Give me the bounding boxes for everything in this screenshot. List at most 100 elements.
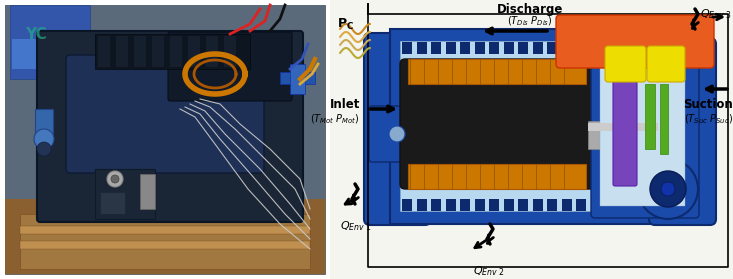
Circle shape [638, 159, 698, 219]
FancyBboxPatch shape [556, 15, 714, 68]
Circle shape [111, 175, 119, 183]
Bar [290, 64, 305, 94]
Bar [518, 42, 528, 54]
Bar [152, 36, 164, 67]
Bar [547, 42, 557, 54]
Bar [518, 199, 528, 211]
Circle shape [37, 142, 51, 156]
Circle shape [661, 182, 675, 196]
Circle shape [34, 129, 54, 149]
Text: $Q_{Env\ 2}$: $Q_{Env\ 2}$ [473, 264, 505, 278]
FancyBboxPatch shape [364, 33, 431, 225]
Text: $(T_{Suc}\ P_{Suc})$: $(T_{Suc}\ P_{Suc})$ [684, 112, 733, 126]
Bar [5, 5, 325, 199]
Bar [504, 42, 514, 54]
Bar [532, 42, 542, 54]
Bar [460, 42, 470, 54]
Bar [116, 36, 128, 67]
Bar [20, 241, 310, 249]
Bar [10, 5, 90, 79]
Bar [649, 42, 658, 54]
Bar [605, 42, 615, 54]
Bar [95, 34, 250, 69]
Bar [280, 72, 315, 84]
FancyBboxPatch shape [408, 59, 586, 84]
Bar [134, 36, 146, 67]
FancyBboxPatch shape [400, 59, 595, 189]
Bar [402, 42, 412, 54]
Bar [431, 199, 441, 211]
Bar [634, 199, 644, 211]
FancyBboxPatch shape [66, 55, 264, 173]
Text: $(T_{Dis}\ P_{Dis})$: $(T_{Dis}\ P_{Dis})$ [507, 14, 553, 28]
Text: $Q_{Env\ 1}$: $Q_{Env\ 1}$ [340, 219, 372, 233]
Text: $Q_{Env\ 3}$: $Q_{Env\ 3}$ [700, 7, 732, 21]
FancyBboxPatch shape [408, 164, 586, 189]
Bar [489, 42, 499, 54]
Bar [5, 5, 325, 274]
Bar [645, 84, 655, 149]
Circle shape [650, 171, 686, 207]
FancyBboxPatch shape [649, 38, 716, 225]
Bar [489, 199, 499, 211]
Bar [634, 42, 644, 54]
Bar [98, 36, 110, 67]
Bar [446, 42, 455, 54]
Circle shape [389, 126, 405, 142]
Text: Suction: Suction [683, 97, 733, 110]
Bar [390, 29, 675, 224]
FancyBboxPatch shape [591, 30, 699, 218]
Bar [591, 199, 600, 211]
Text: $\mathbf{P_C}$: $\mathbf{P_C}$ [337, 17, 354, 32]
Bar [588, 121, 658, 149]
Bar [591, 42, 600, 54]
Bar [446, 199, 455, 211]
Bar [95, 169, 155, 219]
Bar [170, 36, 182, 67]
Bar [20, 214, 310, 269]
Bar [504, 199, 514, 211]
Bar [576, 199, 586, 211]
Bar [400, 41, 660, 211]
Bar [416, 199, 427, 211]
Bar [100, 192, 125, 214]
Bar [619, 42, 630, 54]
Text: YC: YC [25, 27, 47, 42]
Bar [532, 199, 542, 211]
Bar [402, 199, 412, 211]
Bar [188, 36, 200, 67]
Circle shape [107, 171, 123, 187]
Bar [35, 109, 53, 139]
Bar [206, 36, 218, 67]
Text: $(T_{Mot}\ P_{Mot})$: $(T_{Mot}\ P_{Mot})$ [310, 112, 360, 126]
FancyBboxPatch shape [613, 77, 637, 186]
Bar [561, 42, 572, 54]
FancyBboxPatch shape [605, 46, 646, 82]
Bar [20, 226, 310, 234]
Bar [619, 199, 630, 211]
FancyBboxPatch shape [168, 32, 292, 101]
Bar [605, 199, 615, 211]
Bar [460, 199, 470, 211]
Bar [576, 42, 586, 54]
Bar [588, 123, 658, 131]
Bar [649, 199, 658, 211]
Bar [330, 0, 733, 279]
Bar [140, 174, 155, 209]
FancyBboxPatch shape [369, 106, 405, 162]
Bar [224, 36, 236, 67]
Bar [474, 199, 485, 211]
Bar [12, 39, 87, 69]
Bar [600, 41, 685, 206]
Text: Discharge: Discharge [497, 3, 563, 16]
Bar [660, 84, 668, 154]
Text: Inlet: Inlet [330, 97, 360, 110]
Bar [561, 199, 572, 211]
Bar [547, 199, 557, 211]
FancyBboxPatch shape [37, 31, 303, 222]
Bar [416, 42, 427, 54]
Bar [474, 42, 485, 54]
Bar [431, 42, 441, 54]
Bar [5, 199, 325, 274]
FancyBboxPatch shape [647, 46, 685, 82]
